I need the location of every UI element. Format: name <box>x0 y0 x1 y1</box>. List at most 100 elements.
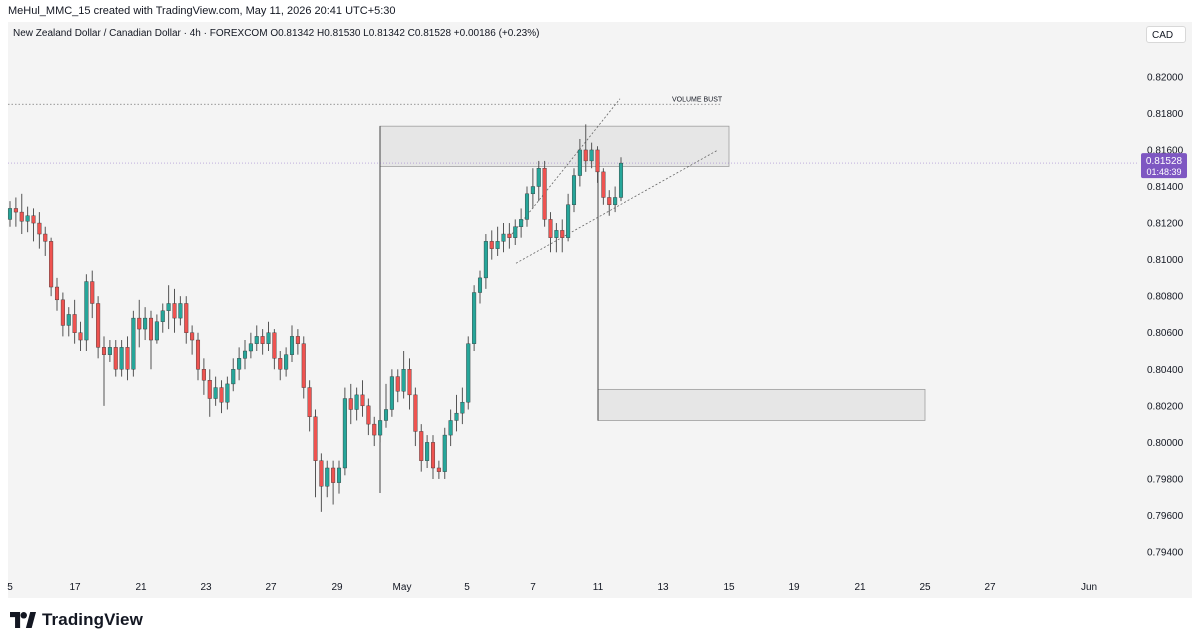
bear-candle <box>419 431 424 461</box>
bear-candle <box>607 197 612 205</box>
bear-candle <box>60 299 65 326</box>
bull-candle <box>25 215 30 222</box>
bull-candle <box>501 233 506 242</box>
x-tick-label: May <box>393 582 412 593</box>
x-tick-label: 11 <box>593 582 604 593</box>
bull-candle <box>266 332 271 344</box>
bear-candle <box>413 394 418 432</box>
bear-candle <box>560 230 565 238</box>
currency-selector[interactable]: CAD <box>1146 26 1186 43</box>
bull-candle <box>589 149 594 162</box>
bear-candle <box>372 423 377 436</box>
lower-target-zone <box>597 388 926 421</box>
bear-candle <box>395 376 400 392</box>
bull-candle <box>225 383 230 403</box>
bull-candle <box>442 434 447 472</box>
bear-candle <box>78 332 83 341</box>
x-tick-label: 29 <box>331 582 343 593</box>
bear-candle <box>407 369 412 396</box>
y-tick-label: 0.80200 <box>1147 401 1184 412</box>
last-price-value: 0.81528 <box>1146 156 1183 167</box>
bear-candle <box>207 380 212 399</box>
bear-candle <box>190 332 195 341</box>
bull-candle <box>336 467 342 483</box>
bar-countdown: 01:48:39 <box>1146 167 1181 177</box>
bear-candle <box>295 336 300 344</box>
x-tick-label: 7 <box>530 582 536 593</box>
bull-candle <box>613 197 618 205</box>
bear-candle <box>331 467 336 483</box>
y-tick-label: 0.79400 <box>1147 548 1184 559</box>
y-tick-label: 0.80000 <box>1147 438 1184 449</box>
bull-candle <box>131 317 136 370</box>
bull-candle <box>571 175 577 205</box>
bull-candle <box>513 226 518 238</box>
bull-candle <box>154 321 159 341</box>
bear-candle <box>195 339 201 370</box>
bear-candle <box>201 369 206 381</box>
bear-candle <box>125 347 130 370</box>
bear-candle <box>172 303 177 319</box>
bull-candle <box>143 317 148 330</box>
bull-candle <box>472 292 477 344</box>
bear-candle <box>366 405 371 425</box>
bull-candle <box>284 354 289 370</box>
bear-candle <box>113 347 118 370</box>
x-tick-label: 21 <box>135 582 147 593</box>
bear-candle <box>489 241 494 249</box>
bear-candle <box>72 314 77 333</box>
x-tick-label: 5 <box>464 582 470 593</box>
tradingview-icon <box>10 612 36 628</box>
x-tick-label: Jun <box>1081 582 1097 593</box>
bear-candle <box>96 303 101 348</box>
bear-candle <box>319 460 324 487</box>
bear-candle <box>49 241 54 288</box>
bull-candle <box>254 336 259 344</box>
bear-candle <box>430 442 436 469</box>
upper-supply-zone <box>379 125 730 167</box>
bull-candle <box>554 230 559 238</box>
x-tick-label: 13 <box>657 582 669 593</box>
x-tick-label: 25 <box>919 582 931 593</box>
y-tick-label: 0.81400 <box>1147 182 1184 193</box>
bull-candle <box>495 241 500 249</box>
bull-candle <box>477 277 483 293</box>
x-tick-label: 23 <box>200 582 212 593</box>
x-tick-label: 15 <box>723 582 735 593</box>
bull-candle <box>530 186 535 195</box>
x-tick-label: 19 <box>788 582 800 593</box>
bear-candle <box>601 171 606 198</box>
bull-candle <box>107 347 112 355</box>
bear-candle <box>583 149 588 162</box>
bear-candle <box>219 387 224 403</box>
y-tick-label: 0.81000 <box>1147 255 1184 266</box>
x-tick-label: 27 <box>265 582 277 593</box>
bull-candle <box>231 369 236 385</box>
y-tick-label: 0.81800 <box>1147 109 1184 120</box>
y-tick-label: 0.80400 <box>1147 365 1184 376</box>
bull-candle <box>378 420 383 436</box>
bull-candle <box>401 369 406 392</box>
y-tick-label: 0.82000 <box>1147 72 1184 83</box>
bull-candle <box>618 162 624 198</box>
chart-caption: MeHul_MMC_15 created with TradingView.co… <box>8 5 396 17</box>
bear-candle <box>148 317 154 341</box>
bull-candle <box>242 350 248 359</box>
bull-candle <box>342 398 347 469</box>
bear-candle <box>54 286 60 301</box>
bull-candle <box>454 412 459 421</box>
bear-candle <box>43 233 48 242</box>
bull-candle <box>354 394 359 410</box>
bull-candle <box>178 303 183 319</box>
bear-candle <box>301 343 306 388</box>
bull-candle <box>7 208 13 220</box>
bear-candle <box>507 233 512 238</box>
bull-candle <box>389 376 394 410</box>
bull-candle <box>566 204 571 238</box>
chart-pane[interactable] <box>8 22 1192 598</box>
bull-candle <box>289 336 295 355</box>
bull-candle <box>160 310 165 322</box>
bear-candle <box>37 222 42 235</box>
bear-candle <box>184 303 189 333</box>
